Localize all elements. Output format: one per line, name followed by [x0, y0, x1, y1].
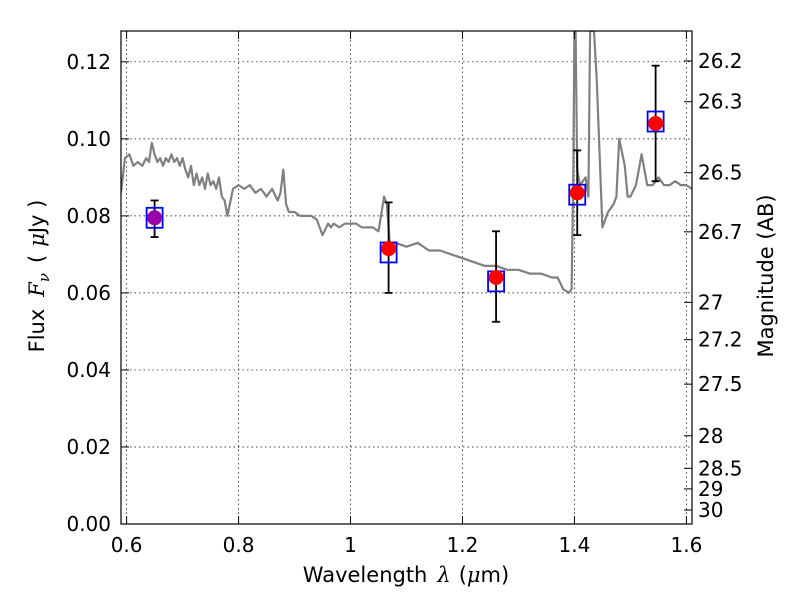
x-tick-label: 1.6 — [670, 533, 702, 557]
y-tick-label: 0.10 — [66, 127, 111, 151]
x-tick-label: 0.8 — [223, 533, 255, 557]
x-tick-label: 1.4 — [559, 533, 591, 557]
y-axis-label: FluxFν(μJy ) — [25, 200, 53, 353]
observed-point — [648, 115, 664, 131]
model-band-square — [646, 110, 665, 133]
y-tick-label: 0.04 — [66, 358, 111, 382]
y2-tick-label: 28 — [698, 424, 723, 448]
y2-tick-label: 26.3 — [698, 90, 743, 114]
x-ticks: 0.6 0.8 1 1.2 1.4 1.6 — [111, 31, 702, 557]
line-layer — [121, 31, 692, 294]
y-tick-label: 0.02 — [66, 435, 111, 459]
y-tick-label: 0.12 — [66, 50, 111, 74]
y2-tick-label: 29 — [698, 477, 723, 501]
model-band-square — [145, 206, 164, 229]
model-band-square — [568, 183, 587, 206]
y2-axis-label: Magnitude (AB) — [754, 194, 778, 357]
observed-point — [381, 241, 397, 257]
spectrum-line — [121, 31, 692, 294]
plot-frame — [120, 30, 693, 525]
marker-layer — [145, 110, 665, 293]
y2-tick-label: 26.2 — [698, 49, 743, 73]
y2-tick-label: 27.5 — [698, 372, 743, 396]
y2-tick-label: 26.7 — [698, 220, 743, 244]
y-tick-label: 0.06 — [66, 281, 111, 305]
y2-tick-label: 30 — [698, 498, 723, 522]
x-tick-label: 1 — [344, 533, 357, 557]
x-tick-label: 0.6 — [111, 533, 143, 557]
observed-point — [569, 185, 585, 201]
y-tick-label: 0.00 — [66, 512, 111, 536]
y-ticks: 0.00 0.02 0.04 0.06 0.08 0.10 0.12 — [66, 50, 129, 536]
x-tick-label: 1.2 — [447, 533, 479, 557]
observed-point — [488, 270, 504, 285]
y2-tick-label: 26.5 — [698, 161, 743, 185]
observed-point — [147, 210, 163, 226]
y-tick-label: 0.08 — [66, 204, 111, 228]
y2-tick-label: 28.5 — [698, 456, 743, 480]
y2-tick-label: 27.2 — [698, 328, 743, 352]
x-axis-label: Wavelength λ (μm) — [303, 563, 509, 587]
y2-tick-label: 27 — [698, 290, 723, 314]
